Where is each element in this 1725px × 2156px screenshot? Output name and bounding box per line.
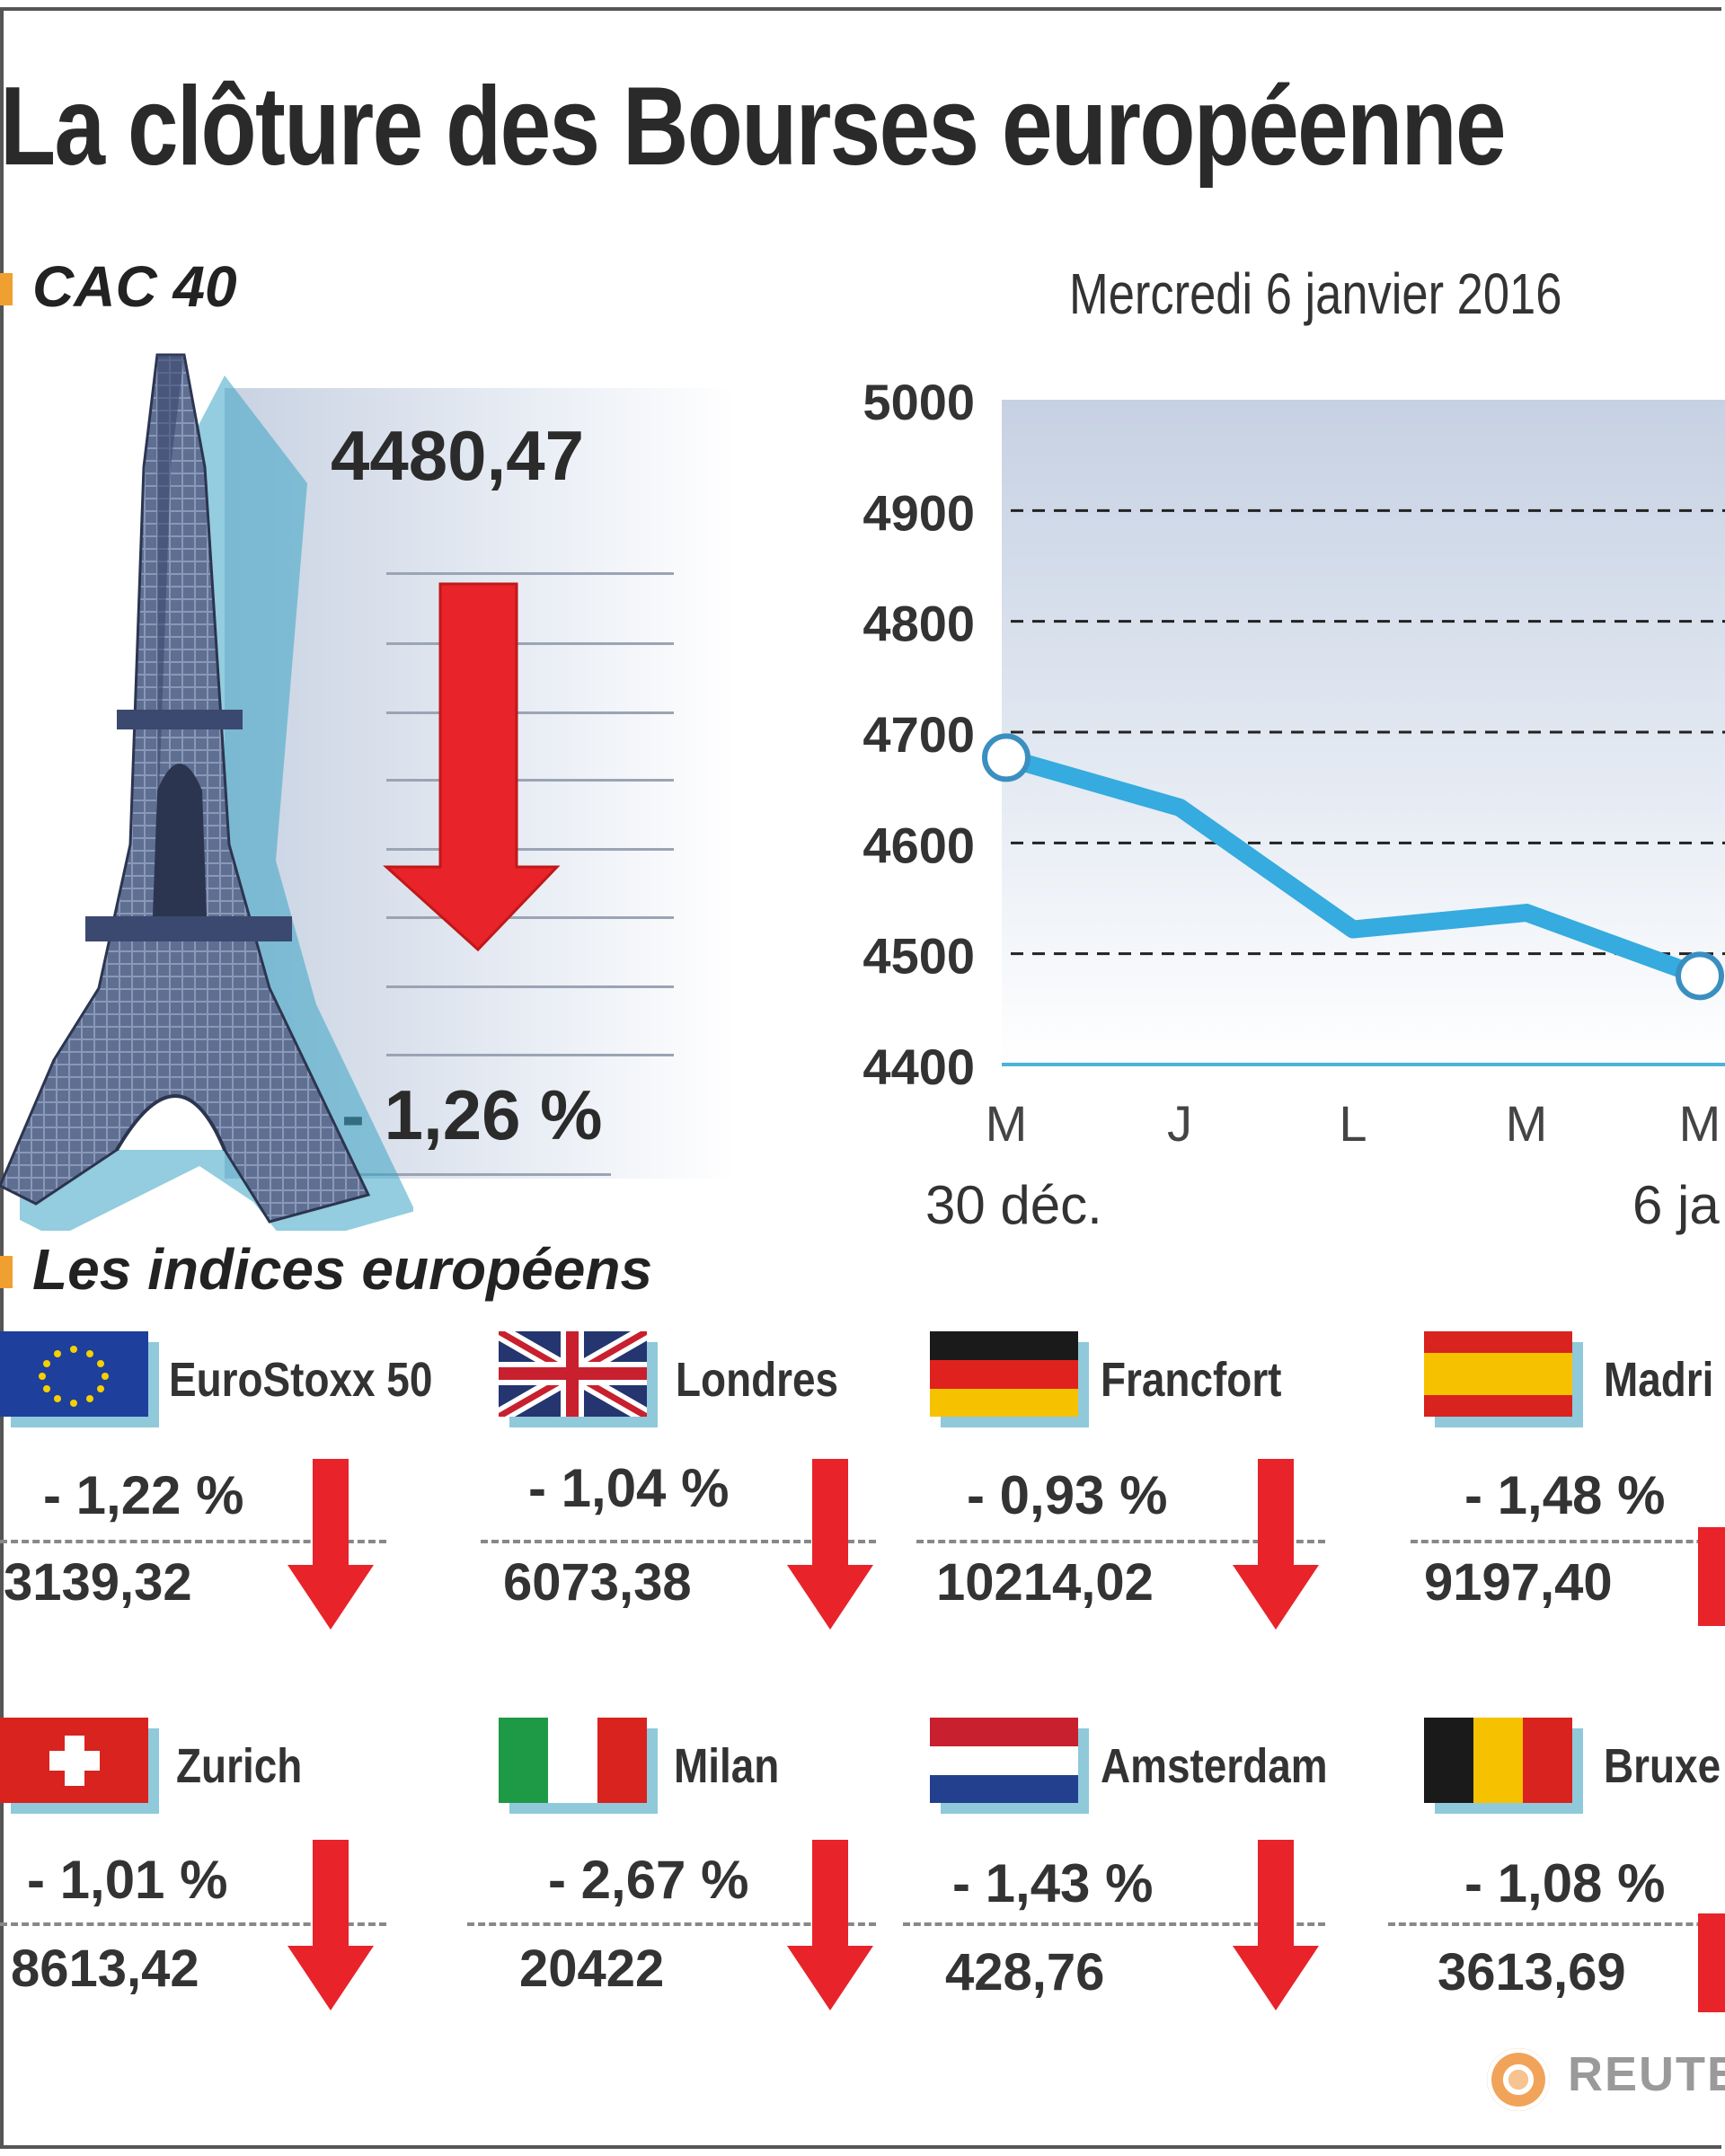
eiffel-tower-icon bbox=[0, 353, 413, 1231]
page-title: La clôture des Bourses européenne bbox=[0, 65, 1507, 189]
spain-flag-icon bbox=[1424, 1331, 1572, 1417]
index-value-eurostoxx: 3139,32 bbox=[4, 1553, 192, 1612]
y-tick-label: 4600 bbox=[862, 817, 975, 873]
x-tick-label: L bbox=[1339, 1095, 1367, 1152]
y-tick-label: 4900 bbox=[862, 484, 975, 541]
index-value-zurich: 8613,42 bbox=[11, 1940, 199, 1998]
index-name-londres: Londres bbox=[676, 1353, 839, 1407]
panel-rule bbox=[386, 1054, 674, 1056]
x-date-label: 30 déc. bbox=[925, 1175, 1102, 1235]
panel-rule bbox=[270, 1173, 611, 1176]
data-point-marker bbox=[982, 733, 1031, 782]
index-name-bruxelles: Bruxe bbox=[1604, 1739, 1721, 1793]
x-tick-label: M bbox=[986, 1095, 1028, 1152]
down-arrow-icon bbox=[1698, 1913, 1725, 2012]
y-tick-label: 5000 bbox=[862, 377, 975, 430]
data-point-marker bbox=[1676, 951, 1724, 1001]
cac-section-title: CAC 40 bbox=[32, 254, 237, 319]
index-value-francfort: 10214,02 bbox=[936, 1553, 1154, 1612]
outer-frame bbox=[0, 7, 1721, 2149]
y-tick-label: 4700 bbox=[862, 706, 975, 763]
switzerland-flag-icon bbox=[0, 1718, 148, 1803]
index-change-amsterdam: - 1,43 % bbox=[952, 1853, 1154, 1913]
down-arrow-icon bbox=[787, 1459, 873, 1630]
netherlands-flag-icon bbox=[930, 1718, 1078, 1803]
x-tick-label: J bbox=[1167, 1095, 1192, 1152]
index-change-bruxelles: - 1,08 % bbox=[1464, 1853, 1666, 1913]
index-separator bbox=[1411, 1540, 1725, 1543]
panel-rule bbox=[386, 985, 674, 988]
index-separator bbox=[1388, 1922, 1725, 1926]
index-value-londres: 6073,38 bbox=[503, 1553, 692, 1612]
down-arrow-icon bbox=[288, 1459, 374, 1630]
y-tick-label: 4400 bbox=[862, 1038, 975, 1095]
panel-rule bbox=[386, 779, 674, 782]
x-date-label: 6 ja bbox=[1632, 1175, 1720, 1235]
y-tick-label: 4500 bbox=[862, 928, 975, 985]
panel-rule bbox=[386, 711, 674, 714]
index-name-francfort: Francfort bbox=[1101, 1353, 1282, 1407]
italy-flag-icon bbox=[499, 1718, 647, 1803]
down-arrow-icon bbox=[1233, 1840, 1319, 2010]
x-tick-label: M bbox=[1679, 1095, 1721, 1152]
index-separator bbox=[467, 1922, 876, 1926]
indices-section-title: Les indices européens bbox=[32, 1237, 653, 1302]
down-arrow-icon bbox=[1698, 1527, 1725, 1626]
cac-change: - 1,26 % bbox=[341, 1075, 603, 1154]
index-change-madrid: - 1,48 % bbox=[1464, 1465, 1666, 1525]
index-change-eurostoxx: - 1,22 % bbox=[43, 1465, 244, 1525]
index-name-eurostoxx: EuroStoxx 50 bbox=[169, 1353, 433, 1407]
index-change-milan: - 2,67 % bbox=[548, 1850, 749, 1910]
series-line bbox=[997, 748, 1709, 985]
index-separator bbox=[481, 1540, 876, 1543]
cac-value: 4480,47 bbox=[331, 416, 584, 495]
index-separator bbox=[916, 1540, 1325, 1543]
down-arrow-icon bbox=[288, 1840, 374, 2010]
uk-flag-icon bbox=[499, 1331, 647, 1417]
panel-rule bbox=[386, 572, 674, 575]
panel-rule bbox=[386, 848, 674, 851]
x-tick-label: M bbox=[1506, 1095, 1548, 1152]
index-value-milan: 20422 bbox=[519, 1940, 665, 1998]
index-value-bruxelles: 3613,69 bbox=[1438, 1943, 1626, 2001]
index-change-zurich: - 1,01 % bbox=[27, 1850, 228, 1910]
chart-date: Mercredi 6 janvier 2016 bbox=[1069, 261, 1562, 326]
down-arrow-icon bbox=[1233, 1459, 1319, 1630]
index-change-londres: - 1,04 % bbox=[528, 1458, 730, 1518]
cac-line-chart: 4400 4500 4600 4700 4800 4900 5000 M J L M M 30 déc.… bbox=[862, 377, 1725, 1235]
belgium-flag-icon bbox=[1424, 1718, 1572, 1803]
cac-section-marker bbox=[0, 273, 13, 305]
eu-flag-icon bbox=[0, 1331, 148, 1417]
down-arrow-icon bbox=[787, 1840, 873, 2010]
index-change-francfort: - 0,93 % bbox=[967, 1465, 1168, 1525]
index-name-zurich: Zurich bbox=[176, 1739, 303, 1793]
index-separator bbox=[0, 1922, 386, 1926]
index-value-amsterdam: 428,76 bbox=[945, 1943, 1105, 2001]
y-tick-label: 4800 bbox=[862, 596, 975, 652]
index-name-milan: Milan bbox=[674, 1739, 780, 1793]
panel-rule bbox=[386, 642, 674, 645]
index-value-madrid: 9197,40 bbox=[1424, 1553, 1613, 1612]
cac-down-arrow-icon bbox=[383, 582, 561, 952]
source-label: REUTE bbox=[1568, 2047, 1725, 2101]
germany-flag-icon bbox=[930, 1331, 1078, 1417]
index-separator bbox=[0, 1540, 386, 1543]
index-name-madrid: Madri bbox=[1604, 1353, 1714, 1407]
panel-rule bbox=[386, 916, 674, 919]
indices-section-marker bbox=[0, 1256, 13, 1288]
index-separator bbox=[903, 1922, 1325, 1926]
reuters-logo-icon bbox=[1487, 2048, 1550, 2111]
index-name-amsterdam: Amsterdam bbox=[1101, 1739, 1328, 1793]
